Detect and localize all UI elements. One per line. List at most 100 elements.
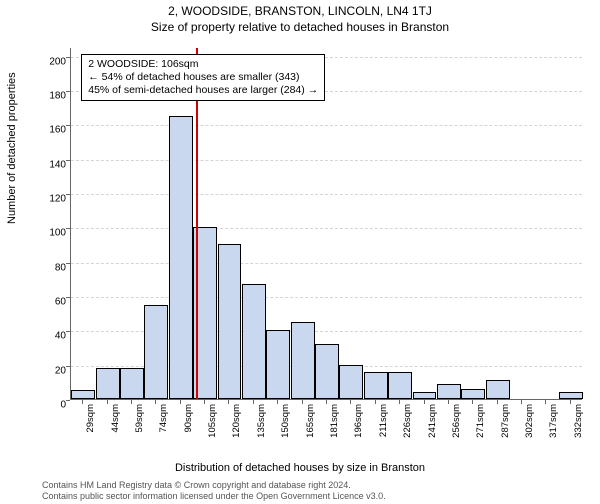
- x-tick-mark: [82, 400, 83, 404]
- x-tick-label: 241sqm: [427, 404, 438, 464]
- histogram-bar: [71, 390, 95, 399]
- x-tick-label: 59sqm: [134, 404, 145, 464]
- x-tick-mark: [521, 400, 522, 404]
- x-tick-label: 226sqm: [402, 404, 413, 464]
- y-tick-mark: [66, 366, 70, 367]
- x-tick-label: 29sqm: [85, 404, 96, 464]
- x-tick-label: 271sqm: [475, 404, 486, 464]
- plot-area: 2 WOODSIDE: 106sqm ← 54% of detached hou…: [70, 48, 582, 400]
- histogram-bar: [266, 330, 290, 399]
- x-tick-mark: [448, 400, 449, 404]
- x-tick-mark: [497, 400, 498, 404]
- x-tick-label: 120sqm: [231, 404, 242, 464]
- gridline-h: [71, 228, 582, 229]
- x-tick-label: 287sqm: [500, 404, 511, 464]
- x-tick-label: 196sqm: [353, 404, 364, 464]
- x-tick-mark: [326, 400, 327, 404]
- annotation-line3: 45% of semi-detached houses are larger (…: [88, 84, 318, 97]
- x-tick-label: 135sqm: [256, 404, 267, 464]
- y-tick-label: 40: [42, 331, 66, 342]
- y-axis-label: Number of detached properties: [6, 72, 18, 224]
- chart-title-line2: Size of property relative to detached ho…: [0, 20, 600, 34]
- y-tick-label: 60: [42, 296, 66, 307]
- x-tick-mark: [302, 400, 303, 404]
- x-tick-mark: [350, 400, 351, 404]
- x-tick-label: 165sqm: [305, 404, 316, 464]
- histogram-bar: [339, 365, 363, 399]
- x-tick-mark: [204, 400, 205, 404]
- gridline-h: [71, 263, 582, 264]
- gridline-h: [71, 194, 582, 195]
- x-tick-mark: [570, 400, 571, 404]
- y-tick-label: 160: [42, 125, 66, 136]
- histogram-bar: [413, 392, 437, 399]
- x-tick-label: 317sqm: [548, 404, 559, 464]
- histogram-bar: [437, 384, 461, 399]
- x-tick-mark: [228, 400, 229, 404]
- y-tick-mark: [66, 400, 70, 401]
- histogram-bar: [559, 392, 583, 399]
- x-tick-mark: [399, 400, 400, 404]
- x-tick-label: 105sqm: [207, 404, 218, 464]
- x-tick-mark: [155, 400, 156, 404]
- x-axis-label: Distribution of detached houses by size …: [0, 462, 600, 474]
- x-tick-mark: [375, 400, 376, 404]
- gridline-h: [71, 160, 582, 161]
- chart-title-line1: 2, WOODSIDE, BRANSTON, LINCOLN, LN4 1TJ: [0, 4, 600, 18]
- histogram-bar: [169, 116, 193, 399]
- y-tick-label: 100: [42, 228, 66, 239]
- histogram-bar: [461, 389, 485, 399]
- y-tick-mark: [66, 331, 70, 332]
- annotation-line2: ← 54% of detached houses are smaller (34…: [88, 71, 318, 84]
- x-tick-label: 332sqm: [573, 404, 584, 464]
- x-tick-mark: [107, 400, 108, 404]
- histogram-bar: [315, 344, 339, 399]
- y-tick-label: 0: [42, 400, 66, 411]
- x-tick-mark: [180, 400, 181, 404]
- annotation-box: 2 WOODSIDE: 106sqm ← 54% of detached hou…: [81, 54, 325, 101]
- y-tick-mark: [66, 263, 70, 264]
- histogram-bar: [388, 372, 412, 399]
- y-tick-label: 140: [42, 159, 66, 170]
- y-tick-mark: [66, 125, 70, 126]
- histogram-bar: [144, 305, 168, 399]
- footer-attribution: Contains HM Land Registry data © Crown c…: [42, 480, 386, 502]
- x-tick-label: 90sqm: [183, 404, 194, 464]
- histogram-bar: [486, 380, 510, 399]
- histogram-bar: [96, 368, 120, 399]
- x-tick-mark: [545, 400, 546, 404]
- x-tick-mark: [472, 400, 473, 404]
- histogram-bar: [291, 322, 315, 399]
- footer-line2: Contains public sector information licen…: [42, 491, 386, 502]
- footer-line1: Contains HM Land Registry data © Crown c…: [42, 480, 386, 491]
- histogram-bar: [242, 284, 266, 399]
- y-tick-mark: [66, 160, 70, 161]
- annotation-line1: 2 WOODSIDE: 106sqm: [88, 58, 318, 71]
- x-tick-label: 74sqm: [158, 404, 169, 464]
- y-tick-mark: [66, 194, 70, 195]
- y-tick-label: 120: [42, 193, 66, 204]
- x-tick-label: 256sqm: [451, 404, 462, 464]
- y-tick-label: 20: [42, 365, 66, 376]
- chart-container: 2 WOODSIDE: 106sqm ← 54% of detached hou…: [42, 48, 582, 430]
- x-tick-label: 181sqm: [329, 404, 340, 464]
- x-tick-mark: [253, 400, 254, 404]
- y-tick-mark: [66, 91, 70, 92]
- y-tick-label: 200: [42, 56, 66, 67]
- y-tick-label: 80: [42, 262, 66, 273]
- x-tick-label: 150sqm: [280, 404, 291, 464]
- histogram-bar: [120, 368, 144, 399]
- histogram-bar: [364, 372, 388, 399]
- y-tick-mark: [66, 57, 70, 58]
- x-tick-label: 211sqm: [378, 404, 389, 464]
- histogram-bar: [218, 244, 242, 399]
- gridline-h: [71, 125, 582, 126]
- x-tick-mark: [131, 400, 132, 404]
- x-tick-mark: [424, 400, 425, 404]
- y-tick-label: 180: [42, 90, 66, 101]
- y-tick-mark: [66, 297, 70, 298]
- gridline-h: [71, 297, 582, 298]
- x-tick-label: 302sqm: [524, 404, 535, 464]
- y-tick-mark: [66, 228, 70, 229]
- x-tick-mark: [277, 400, 278, 404]
